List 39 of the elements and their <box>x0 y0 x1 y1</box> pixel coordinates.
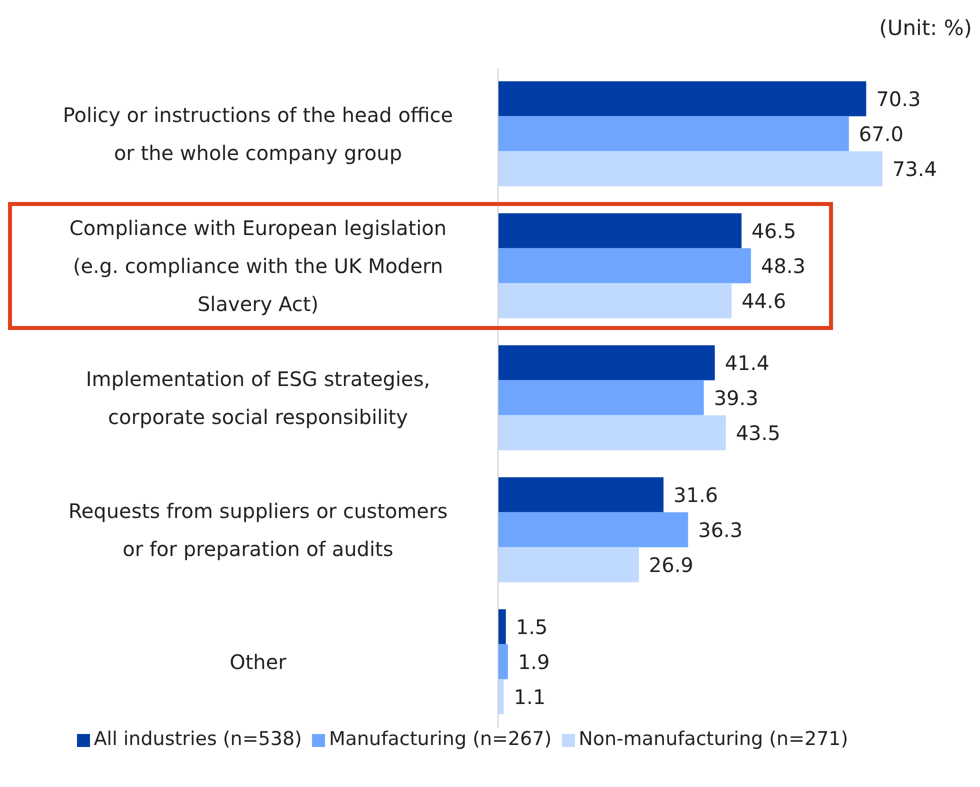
bar <box>498 345 715 380</box>
legend-label: Manufacturing (n=267) <box>328 728 552 750</box>
data-label: 43.5 <box>736 420 780 445</box>
data-label: 26.9 <box>648 552 694 577</box>
data-label: 1.5 <box>516 614 548 639</box>
data-label: 44.6 <box>742 288 786 313</box>
bar <box>498 477 664 512</box>
legend-label: Non-manufacturing (n=271) <box>578 728 848 750</box>
y-tick-label: Other <box>230 650 288 674</box>
bar <box>498 81 866 116</box>
data-label: 67.0 <box>858 122 904 146</box>
data-label: 48.3 <box>760 254 806 278</box>
data-label: 39.3 <box>714 386 758 410</box>
text: (Unit: %) <box>878 15 972 42</box>
bar <box>498 151 882 186</box>
bar <box>498 283 732 318</box>
data-label: 31.6 <box>674 482 718 507</box>
bar <box>498 116 849 152</box>
data-label: 41.4 <box>724 350 770 375</box>
data-label: 73.4 <box>892 156 937 181</box>
bar <box>498 415 726 450</box>
legend-label: All industries (n=538) <box>94 728 302 750</box>
bar <box>498 644 508 680</box>
data-label: 36.3 <box>698 518 743 542</box>
y-tick-label: Policy or instructions of the head office or the whole company group <box>62 103 454 165</box>
bar <box>498 609 506 644</box>
bar <box>498 679 504 714</box>
y-tick-label: Compliance with European legislation (e.g. compliance with the UK Modern Slavery Act) <box>69 216 447 316</box>
data-label: 46.5 <box>752 218 796 243</box>
bar <box>498 380 704 416</box>
bar <box>498 547 639 582</box>
bar <box>498 213 742 248</box>
bar <box>498 512 688 548</box>
data-label: 70.3 <box>876 86 921 111</box>
y-tick-label: Implementation of ESG strategies, corporate social responsibility <box>86 367 430 429</box>
y-tick-label: Requests from suppliers or customers or for preparation of audits <box>68 499 448 561</box>
data-label: 1.1 <box>514 684 546 709</box>
data-label: 1.9 <box>518 650 550 674</box>
bar <box>498 248 751 284</box>
